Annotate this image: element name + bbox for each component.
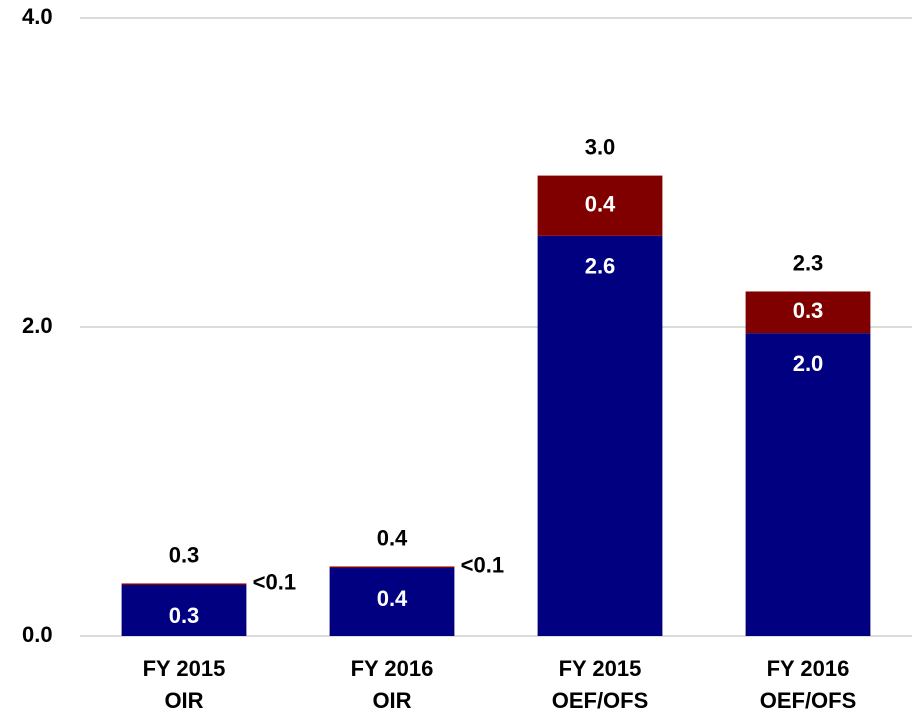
x-tick-line: FY 2015	[559, 656, 642, 681]
x-tick-line: FY 2016	[351, 656, 434, 681]
x-tick-label: FY 2015 OIR	[143, 656, 226, 713]
bar-segment	[329, 568, 455, 636]
value-label: <0.1	[253, 569, 296, 594]
x-tick-line: OIR	[164, 688, 203, 713]
value-label: 2.0	[793, 351, 824, 376]
total-label: 0.3	[169, 542, 200, 567]
y-tick-label: 0.0	[22, 622, 53, 647]
x-tick-line: OEF/OFS	[552, 688, 649, 713]
bar-segment	[745, 291, 871, 334]
y-tick-label: 2.0	[22, 313, 53, 338]
bar-segment	[537, 235, 663, 636]
x-tick-line: OEF/OFS	[760, 688, 857, 713]
bar-segment	[121, 583, 247, 586]
bar-segment	[121, 585, 247, 636]
value-label: 0.3	[169, 603, 200, 628]
y-tick-label: 4.0	[22, 4, 53, 29]
total-label: 0.4	[377, 525, 408, 550]
x-tick-label: FY 2016 OEF/OFS	[760, 656, 857, 713]
x-tick-line: FY 2016	[767, 656, 850, 681]
bar-segment	[745, 333, 871, 636]
total-label: 2.3	[793, 250, 824, 275]
x-tick-line: FY 2015	[143, 656, 226, 681]
bar-segment	[537, 175, 663, 236]
value-label: 0.4	[585, 192, 616, 217]
value-label: <0.1	[461, 552, 504, 577]
bar-segment	[329, 566, 455, 569]
x-tick-label: FY 2015 OEF/OFS	[552, 656, 649, 713]
value-label: 0.3	[793, 298, 824, 323]
x-tick-label: FY 2016 OIR	[351, 656, 434, 713]
value-label: 0.4	[377, 586, 408, 611]
x-tick-line: OIR	[372, 688, 411, 713]
value-label: 2.6	[585, 254, 616, 279]
total-label: 3.0	[585, 134, 616, 159]
